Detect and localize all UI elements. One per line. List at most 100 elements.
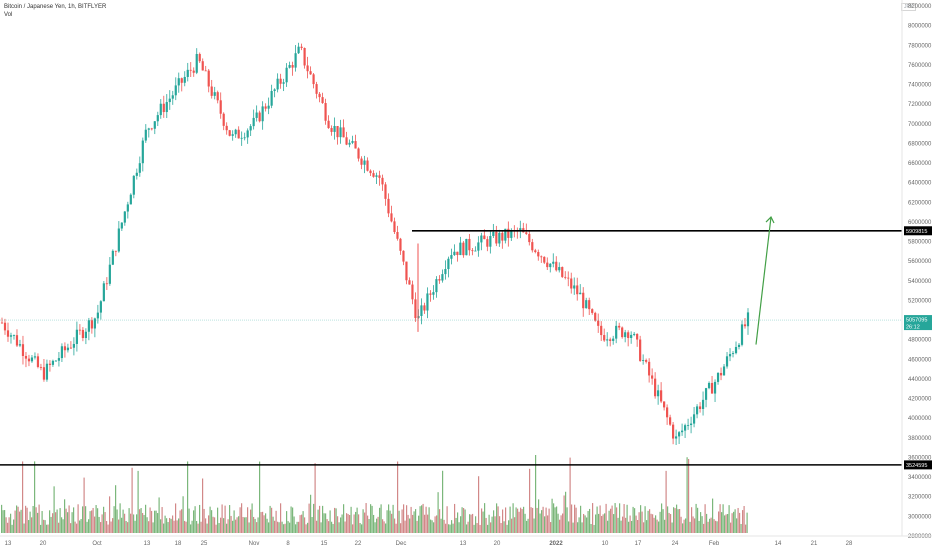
volume-bar xyxy=(724,515,726,533)
candle-body xyxy=(99,301,102,313)
candle-body xyxy=(267,105,270,109)
y-tick-label: 3400000 xyxy=(908,475,932,481)
volume-bar xyxy=(196,521,198,533)
candle-body xyxy=(426,293,429,311)
volume-bar xyxy=(206,523,208,533)
volume-label: Vol xyxy=(4,12,13,18)
volume-bar xyxy=(163,523,165,533)
volume-bar xyxy=(602,514,604,533)
volume-bar xyxy=(215,524,217,533)
volume-bar xyxy=(74,521,76,533)
volume-bar xyxy=(203,508,205,533)
volume-bar xyxy=(649,509,651,533)
x-tick-label: 18 xyxy=(175,541,182,547)
volume-bar xyxy=(104,512,106,533)
volume-bar xyxy=(382,519,384,533)
price-axis[interactable]: 8200000 8000000 7800000 7600000 7400000 72000… xyxy=(901,0,932,540)
horizontal-levels[interactable] xyxy=(0,229,902,466)
volume-bar xyxy=(650,513,652,533)
candle-body xyxy=(552,261,555,264)
volume-bar xyxy=(739,512,741,533)
volume-bar xyxy=(613,514,615,533)
volume-bar xyxy=(245,517,247,533)
volume-bar xyxy=(37,512,39,533)
candle-body xyxy=(531,242,534,251)
candle-body xyxy=(366,160,369,171)
candle-body xyxy=(576,285,579,295)
candle-body xyxy=(378,175,381,178)
volume-bar xyxy=(565,491,567,533)
volume-bar xyxy=(694,518,696,533)
plot-area[interactable] xyxy=(0,42,750,446)
candle-body xyxy=(351,141,354,143)
volume-bar xyxy=(11,524,13,533)
volume-bar xyxy=(251,503,253,533)
volume-bar xyxy=(547,515,549,533)
volume-bar xyxy=(97,508,99,533)
candle-body xyxy=(689,423,693,426)
chart-legend: Bitcoin / Japanese Yen, 1h, BITFLYER Vol xyxy=(4,3,106,19)
volume-bar xyxy=(599,505,601,533)
volume-bar xyxy=(307,522,309,533)
candle-body xyxy=(66,347,70,351)
volume-bar xyxy=(473,524,475,533)
candle-body xyxy=(486,239,489,247)
volume-bar xyxy=(86,521,88,533)
candle-body xyxy=(692,414,696,424)
volume-bar xyxy=(250,509,252,533)
volume-bar xyxy=(142,512,144,533)
volume-bar xyxy=(55,512,57,533)
volume-bar xyxy=(67,512,69,533)
volume-bar xyxy=(385,523,387,533)
y-tick-label: 7600000 xyxy=(908,63,932,69)
volume-bar xyxy=(244,517,246,533)
volume-bar xyxy=(46,524,48,533)
volume-bar xyxy=(109,496,111,533)
candle-body xyxy=(492,231,495,236)
candle-body xyxy=(666,407,669,418)
volume-bar xyxy=(646,520,648,533)
candle-body xyxy=(468,238,471,251)
volume-bar xyxy=(487,524,489,533)
volume-bar xyxy=(662,509,664,533)
volume-bar xyxy=(530,507,532,533)
time-axis[interactable]: 13 20 Oct 13 18 25 Nov 8 15 22 Dec 13 20 2022 10 17 24 Fe… xyxy=(0,535,932,547)
volume-bar xyxy=(653,517,655,533)
volume-bar xyxy=(161,507,163,533)
candle-body xyxy=(6,330,10,337)
volume-bar xyxy=(461,507,463,533)
volume-bar xyxy=(314,463,316,533)
candle-body xyxy=(168,98,171,103)
volume-bar xyxy=(211,510,213,533)
y-tick-label: 7200000 xyxy=(908,102,932,108)
candle-body xyxy=(360,158,363,165)
volume-bar xyxy=(376,518,378,533)
volume-bar xyxy=(718,511,720,533)
volume-bar xyxy=(512,503,514,533)
level-tag-box xyxy=(904,460,932,470)
volume-bar xyxy=(472,513,474,533)
x-tick-label: Feb xyxy=(709,541,720,547)
current-price-label: 5057095 xyxy=(906,318,927,324)
volume-bar xyxy=(553,503,555,533)
volume-bar xyxy=(13,519,15,533)
candle-body xyxy=(240,137,243,139)
volume-bar xyxy=(460,516,462,533)
projection-arrow[interactable] xyxy=(755,216,775,345)
volume-bar xyxy=(98,516,100,533)
volume-bar xyxy=(524,513,526,533)
volume-bar xyxy=(305,524,307,533)
candle-body xyxy=(680,430,684,433)
x-tick-label: 21 xyxy=(811,541,818,547)
volume-bar xyxy=(539,513,541,533)
volume-bar xyxy=(500,523,502,533)
candle-body xyxy=(75,329,78,344)
volume-bar xyxy=(44,520,46,533)
projection-line[interactable] xyxy=(755,216,772,345)
volume-bar xyxy=(187,461,189,533)
candle-body xyxy=(279,78,282,84)
candle-body xyxy=(477,242,480,251)
candle-body xyxy=(342,127,345,138)
volume-bar xyxy=(493,510,495,533)
